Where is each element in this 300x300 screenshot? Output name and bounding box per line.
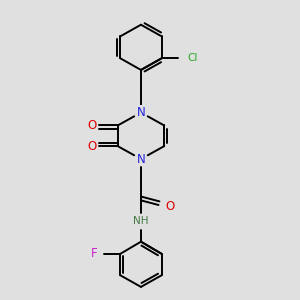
Text: NH: NH <box>133 216 149 226</box>
Text: O: O <box>87 119 97 132</box>
Text: O: O <box>87 140 97 153</box>
Text: N: N <box>136 152 145 166</box>
Text: O: O <box>166 200 175 213</box>
Text: N: N <box>136 106 145 119</box>
Text: F: F <box>90 247 97 260</box>
Text: Cl: Cl <box>188 53 198 63</box>
